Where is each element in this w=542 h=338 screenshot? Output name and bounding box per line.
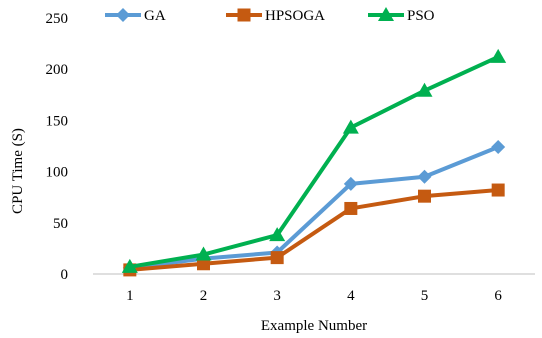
series-ga: [122, 140, 506, 275]
data-point-hpsoga: [344, 201, 358, 215]
legend-label-hpsoga: HPSOGA: [265, 8, 325, 24]
legend: GA HPSOGA PSO: [105, 7, 435, 24]
y-tick-label: 50: [53, 216, 68, 232]
x-tick-label: 3: [273, 288, 281, 304]
data-point-ga: [491, 140, 506, 155]
legend-entry-ga: GA: [105, 8, 166, 24]
legend-marker-hpsoga: [237, 8, 251, 22]
x-tick-label: 6: [494, 288, 502, 304]
data-point-pso: [490, 48, 507, 63]
data-point-hpsoga: [491, 183, 505, 197]
series: [121, 48, 507, 277]
legend-marker-ga: [116, 8, 130, 22]
series-line-hpsoga: [127, 188, 501, 272]
data-point-ga: [417, 169, 432, 184]
data-point-hpsoga: [418, 189, 431, 203]
legend-label-pso: PSO: [407, 8, 435, 24]
legend-label-ga: GA: [144, 8, 166, 24]
legend-marker-pso: [378, 7, 394, 21]
y-tick-label: 200: [46, 62, 69, 78]
data-point-pso: [342, 119, 359, 134]
data-point-hpsoga: [270, 251, 284, 265]
y-tick-label: 100: [46, 165, 69, 181]
data-point-pso: [269, 227, 286, 242]
data-point-pso: [195, 246, 212, 261]
y-tick-labels: 0 50 100 150 200 250: [46, 11, 69, 283]
y-tick-label: 0: [61, 267, 69, 283]
x-tick-label: 5: [421, 288, 429, 304]
data-point-pso: [416, 82, 433, 97]
x-tick-labels: 1 2 3 4 5 6: [126, 288, 502, 304]
series-pso: [121, 48, 507, 273]
series-line-pso: [127, 54, 501, 269]
x-tick-label: 1: [126, 288, 134, 304]
legend-entry-hpsoga: HPSOGA: [226, 8, 325, 24]
x-axis-title: Example Number: [261, 318, 367, 334]
legend-entry-pso: PSO: [368, 7, 435, 24]
y-axis-title: CPU Time (S): [10, 128, 26, 214]
data-point-pso: [121, 258, 138, 273]
series-line-ga: [127, 145, 501, 270]
y-tick-label: 150: [46, 113, 69, 129]
data-point-ga: [343, 176, 358, 191]
x-tick-label: 2: [200, 288, 208, 304]
x-tick-label: 4: [347, 288, 355, 304]
y-tick-label: 250: [46, 11, 69, 27]
